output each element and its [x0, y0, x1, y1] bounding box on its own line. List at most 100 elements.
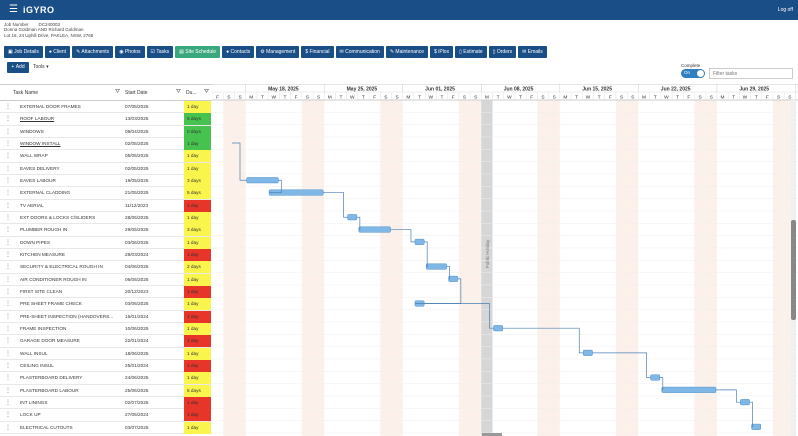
tab-estimate[interactable]: ▯ Estimate: [455, 46, 487, 58]
drag-handle-icon[interactable]: ⋮: [5, 276, 11, 283]
tools-dropdown[interactable]: Tools ▾: [33, 64, 49, 70]
logoff-link[interactable]: Log off: [777, 7, 793, 13]
table-row[interactable]: ⋮ PLUMBER ROUGH IN 29/05/2025 3 days: [0, 224, 212, 237]
filter-icon[interactable]: ⛛: [204, 89, 210, 95]
table-row[interactable]: ⋮ AIR CONDITIONER ROUGH IN 06/06/2025 1 day: [0, 273, 212, 286]
drag-handle-icon[interactable]: ⋮: [5, 177, 11, 184]
tab-orders[interactable]: ▯ Orders: [488, 46, 517, 58]
table-row[interactable]: ⋮ WINDOWS 09/04/2025 0 days: [0, 125, 212, 138]
tab-iplox[interactable]: $ iPlox: [430, 46, 454, 58]
complete-toggle[interactable]: On: [681, 69, 705, 78]
table-row[interactable]: ⋮ EXTERNAL DOOR FRAMES 07/05/2025 1 day: [0, 101, 212, 114]
add-button[interactable]: + Add: [7, 62, 29, 73]
table-row[interactable]: ⋮ SECURITY & ELECTRICAL ROUGH IN 04/06/202…: [0, 261, 212, 274]
table-row[interactable]: ⋮ ELECTRICAL CUTOUTS 03/07/2025 1 day: [0, 421, 212, 434]
tab-communication[interactable]: ✉ Communication: [335, 46, 384, 58]
task-name[interactable]: WINDOW INSTALL: [20, 140, 61, 146]
drag-handle-icon[interactable]: ⋮: [5, 227, 11, 234]
col-start-date[interactable]: Start Date: [125, 90, 148, 96]
tab-attachments[interactable]: ✎ Attachments: [72, 46, 114, 58]
table-row[interactable]: ⋮ EAVES LABOUR 19/05/2025 3 days: [0, 174, 212, 188]
drag-handle-icon[interactable]: ⋮: [5, 338, 11, 345]
drag-handle-icon[interactable]: ⋮: [5, 399, 11, 406]
task-duration: 1 day: [184, 347, 211, 360]
table-row[interactable]: ⋮ CEILING INSUL 25/01/2024 1 day: [0, 359, 212, 373]
drag-handle-icon[interactable]: ⋮: [5, 350, 11, 357]
drag-handle-icon[interactable]: ⋮: [5, 190, 11, 197]
table-row[interactable]: ⋮ PRE-SHEET INSPECTION (HANDOVERS... 16/01…: [0, 310, 212, 323]
col-task-name[interactable]: Task Name: [13, 90, 39, 96]
filter-tasks-input[interactable]: [709, 68, 793, 79]
table-row[interactable]: ⋮ ROOF LABOUR 13/03/2025 5 days: [0, 113, 212, 126]
table-row[interactable]: ⋮ FRAME INSPECTION 10/06/2025 1 day: [0, 322, 212, 336]
filter-icon[interactable]: ⛛: [115, 89, 121, 95]
tab-emails[interactable]: ✉ Emails: [518, 46, 547, 58]
task-start-date: 25/01/2024: [125, 362, 149, 368]
scrollbar-thumb[interactable]: [791, 220, 796, 320]
table-row[interactable]: ⋮ EAVES DELIVERY 02/05/2025 1 day: [0, 162, 212, 175]
col-duration[interactable]: Du...: [186, 90, 197, 96]
table-row[interactable]: ⋮ EXTERNAL CLADDING 21/05/2025 5 days: [0, 187, 212, 200]
drag-handle-icon[interactable]: ⋮: [5, 214, 11, 221]
drag-handle-icon[interactable]: ⋮: [5, 375, 11, 382]
drag-handle-icon[interactable]: ⋮: [5, 202, 11, 209]
table-row[interactable]: ⋮ KITCHEN MEASURE 28/03/2024 1 day: [0, 248, 212, 262]
tab-photos[interactable]: ◉ Photos: [115, 46, 145, 58]
table-row[interactable]: ⋮ PRE SHEET FRAME CHECK 03/06/2025 1 day: [0, 298, 212, 311]
table-row[interactable]: ⋮ PLASTERBOARD DELIVERY 24/06/2025 1 day: [0, 372, 212, 385]
day-label: T: [676, 95, 679, 101]
table-row[interactable]: ⋮ PLASTERBOARD LABOUR 25/06/2025 5 days: [0, 384, 212, 397]
filter-icon[interactable]: ⛛: [176, 89, 182, 95]
table-row[interactable]: ⋮ EXT DOORS & LOCKS C/SLIDERS 28/05/2025 1 …: [0, 211, 212, 225]
tab-tasks[interactable]: ☑ Tasks: [146, 46, 174, 58]
tab-label: Job Details: [12, 49, 39, 55]
table-row[interactable]: ⋮ FIRST SITE CLEAN 20/12/2023 1 day: [0, 285, 212, 299]
job-address: Lot 18, 24 Uphill Drive, PAKLEA, NSW, 27…: [4, 32, 94, 38]
drag-handle-icon[interactable]: ⋮: [5, 301, 11, 308]
drag-handle-icon[interactable]: ⋮: [5, 239, 11, 246]
drag-handle-icon[interactable]: ⋮: [5, 251, 11, 258]
tab-site-schedule[interactable]: ▤ Site Schedule: [175, 46, 221, 58]
drag-handle-icon[interactable]: ⋮: [5, 313, 11, 320]
drag-handle-icon[interactable]: ⋮: [5, 128, 11, 135]
tab-client[interactable]: ● Client: [44, 46, 71, 58]
table-row[interactable]: ⋮ INT LININGS 02/07/2025 1 day: [0, 396, 212, 410]
drag-handle-icon[interactable]: ⋮: [5, 362, 11, 369]
drag-handle-icon[interactable]: ⋮: [5, 412, 11, 419]
hamburger-menu-icon[interactable]: ☰: [9, 4, 18, 15]
drag-handle-icon[interactable]: ⋮: [5, 165, 11, 172]
dependency-link: [414, 278, 462, 304]
drag-handle-icon[interactable]: ⋮: [5, 116, 11, 123]
table-row[interactable]: ⋮ DOWN PIPES 03/06/2025 1 day: [0, 236, 212, 249]
task-duration: 3 days: [184, 174, 211, 187]
task-name[interactable]: ROOF LABOUR: [20, 116, 55, 122]
drag-handle-icon[interactable]: ⋮: [5, 424, 11, 431]
tab-management[interactable]: ⚙ Management: [256, 46, 300, 58]
tab-contacts[interactable]: ● Contacts: [222, 46, 255, 58]
task-name: GARAGE DOOR MEASURE: [20, 338, 80, 344]
weekend-column: [694, 100, 706, 436]
table-row[interactable]: ⋮ LOCK UP 27/05/2024 1 day: [0, 409, 212, 422]
drag-handle-icon[interactable]: ⋮: [5, 325, 11, 332]
table-row[interactable]: ⋮ GARAGE DOOR MEASURE 22/01/2024 1 day: [0, 335, 212, 348]
table-row[interactable]: ⋮ WINDOW INSTALL 02/05/2025 1 day: [0, 137, 212, 151]
table-row[interactable]: ⋮ TV AERIAL 11/12/2023 1 day: [0, 199, 212, 212]
task-bar: [448, 275, 459, 282]
task-duration: 1 day: [184, 285, 211, 298]
drag-handle-icon[interactable]: ⋮: [5, 387, 11, 394]
drag-handle-icon[interactable]: ⋮: [5, 153, 11, 160]
tab-financial[interactable]: $ Financial: [301, 46, 334, 58]
table-row[interactable]: ⋮ WALL WRAP 05/05/2025 1 day: [0, 150, 212, 163]
table-row[interactable]: ⋮ WALL INSUL 18/06/2025 1 day: [0, 347, 212, 360]
task-duration: 1 day: [184, 211, 211, 224]
drag-handle-icon[interactable]: ⋮: [5, 264, 11, 271]
day-label: W: [743, 95, 748, 101]
task-start-date: 04/06/2025: [125, 264, 149, 270]
drag-handle-icon[interactable]: ⋮: [5, 288, 11, 295]
drag-handle-icon[interactable]: ⋮: [5, 104, 11, 110]
tab-maintenance[interactable]: ✎ Maintenance: [385, 46, 429, 58]
tab-job-details[interactable]: ▣ Job Details: [4, 46, 43, 58]
dependency-link: [424, 241, 428, 267]
dependency-link: [424, 303, 494, 329]
drag-handle-icon[interactable]: ⋮: [5, 140, 11, 147]
